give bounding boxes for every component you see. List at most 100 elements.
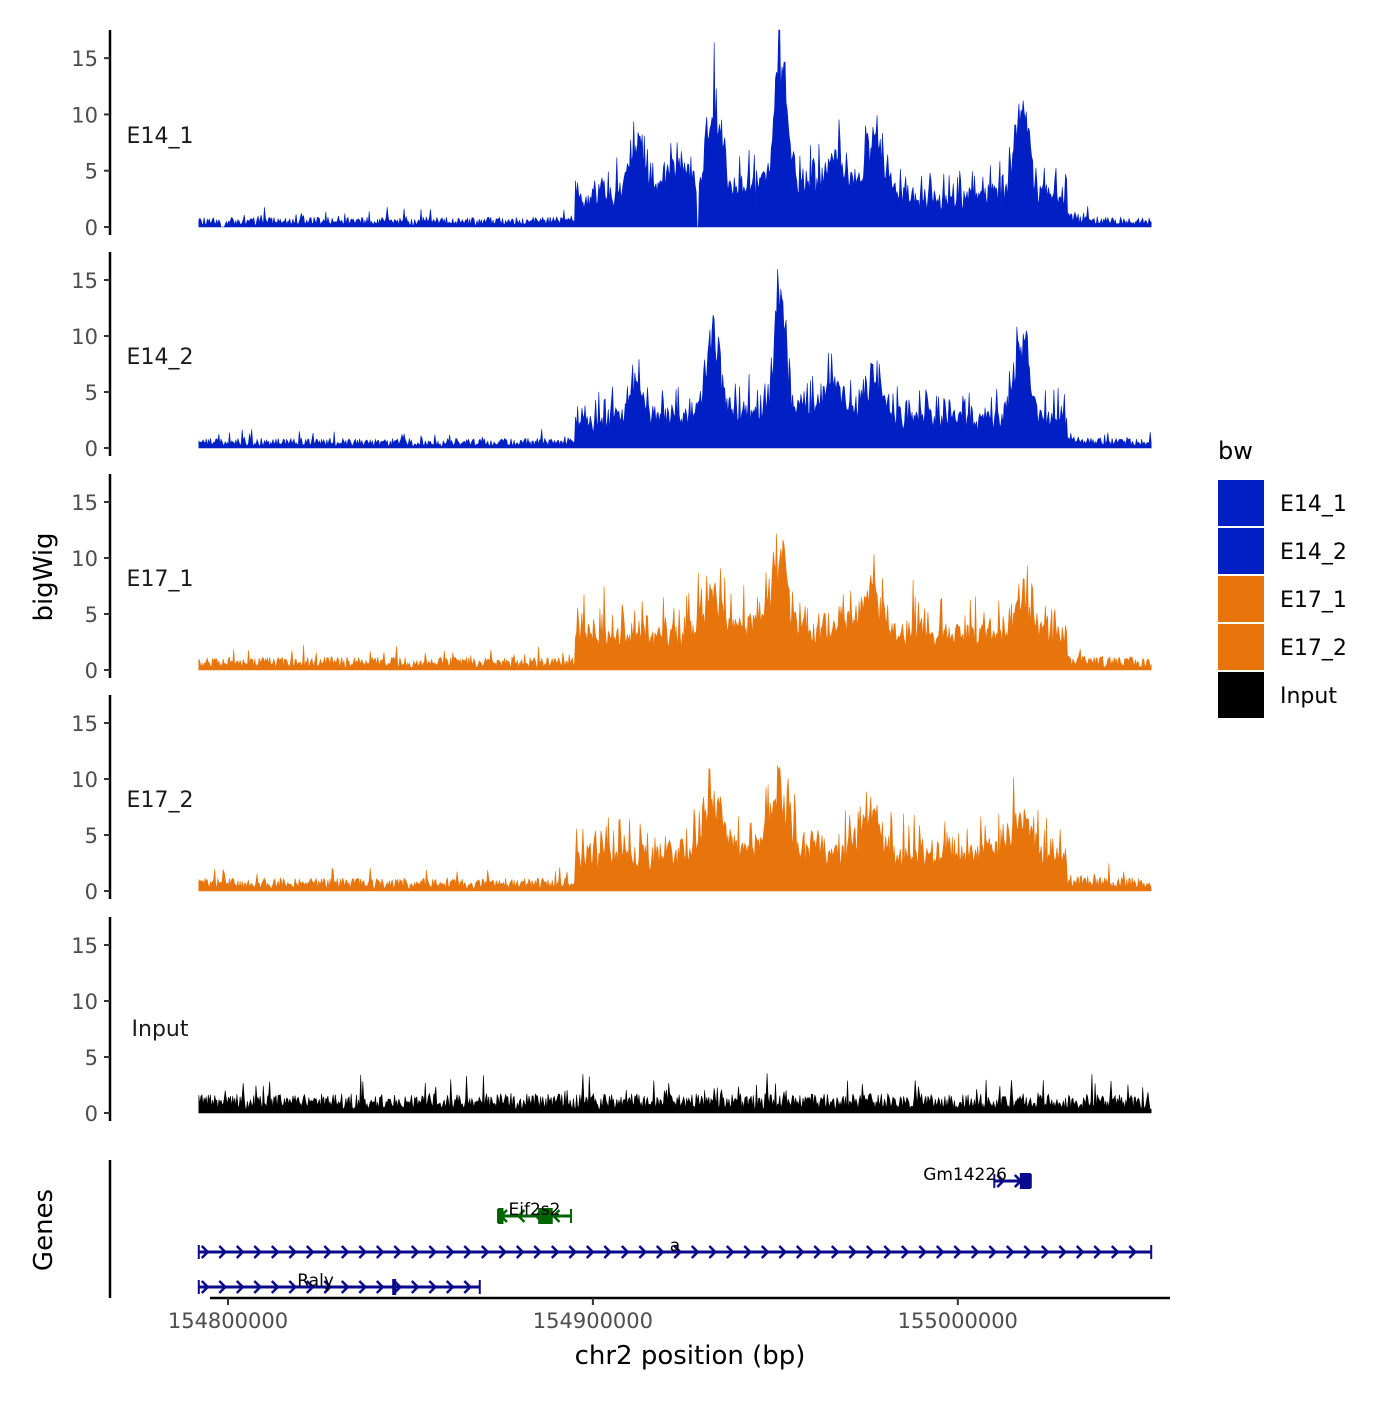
strand-arrow bbox=[218, 1280, 228, 1294]
y-tick-label: 5 bbox=[85, 160, 98, 184]
strand-arrow bbox=[200, 1245, 210, 1259]
strand-arrow bbox=[375, 1245, 385, 1259]
legend: bw E14_1 E14_2 E17_1 E17_2 Input bbox=[1218, 437, 1347, 718]
track-Input: 0 5 10 15 Input bbox=[71, 917, 1152, 1126]
signal-area-Input bbox=[198, 1073, 1152, 1114]
x-tick-label: 154800000 bbox=[168, 1309, 288, 1333]
exon bbox=[538, 1208, 553, 1224]
track-E14_1: 0 5 10 15 E14_1 bbox=[71, 29, 1152, 240]
strand-arrow bbox=[551, 1209, 561, 1223]
strand-arrow bbox=[585, 1245, 595, 1259]
y-tick-label: 10 bbox=[71, 325, 98, 349]
strand-arrow bbox=[270, 1245, 280, 1259]
signal-area-E14_1 bbox=[198, 29, 1152, 228]
strand-arrow bbox=[288, 1280, 298, 1294]
y-tick-label: 10 bbox=[71, 768, 98, 792]
strand-arrow bbox=[865, 1245, 875, 1259]
strand-arrow bbox=[568, 1245, 578, 1259]
strand-arrow bbox=[795, 1245, 805, 1259]
strand-arrow bbox=[1023, 1245, 1033, 1259]
y-tick-label: 0 bbox=[85, 880, 98, 904]
gene-a: a bbox=[197, 1236, 1153, 1259]
strand-arrow bbox=[550, 1245, 560, 1259]
strand-arrow bbox=[410, 1280, 420, 1294]
y-axis-title: bigWig bbox=[29, 532, 59, 621]
strand-arrow bbox=[428, 1245, 438, 1259]
strand-arrow bbox=[393, 1280, 403, 1294]
strand-arrow bbox=[848, 1245, 858, 1259]
tracks-group: 0 5 10 15 E14_1 0 5 10 15 E14_2 0 5 10 15 E17_1 0 5 10 15 E… bbox=[71, 29, 1152, 1126]
strand-arrow bbox=[638, 1245, 648, 1259]
track-label: E17_2 bbox=[127, 788, 194, 813]
legend-label: E14_2 bbox=[1280, 540, 1347, 565]
strand-arrow bbox=[988, 1245, 998, 1259]
strand-arrow bbox=[1040, 1245, 1050, 1259]
gene-label: Gm14226 bbox=[923, 1165, 1007, 1185]
track-label: E14_2 bbox=[127, 345, 194, 370]
signal-area-E17_2 bbox=[198, 765, 1152, 892]
y-tick-label: 15 bbox=[71, 934, 98, 958]
strand-arrow bbox=[288, 1245, 298, 1259]
signal-area-E17_1 bbox=[198, 533, 1152, 671]
gene-Raly: Raly bbox=[197, 1271, 481, 1295]
y-tick-label: 5 bbox=[85, 824, 98, 848]
strand-arrow bbox=[743, 1245, 753, 1259]
exon bbox=[498, 1208, 504, 1224]
strand-arrow bbox=[813, 1245, 823, 1259]
legend-key-Input bbox=[1218, 672, 1264, 718]
strand-arrow bbox=[253, 1245, 263, 1259]
exon bbox=[392, 1279, 397, 1295]
track-label: E14_1 bbox=[127, 124, 194, 149]
strand-arrow bbox=[620, 1245, 630, 1259]
strand-arrow bbox=[340, 1280, 350, 1294]
strand-arrow bbox=[1075, 1245, 1085, 1259]
strand-arrow bbox=[1093, 1245, 1103, 1259]
track-label: Input bbox=[132, 1017, 189, 1042]
strand-arrow bbox=[393, 1245, 403, 1259]
strand-arrow bbox=[480, 1245, 490, 1259]
strand-arrow bbox=[900, 1245, 910, 1259]
strand-arrow bbox=[323, 1245, 333, 1259]
legend-label: E17_2 bbox=[1280, 636, 1347, 661]
y-tick-label: 5 bbox=[85, 381, 98, 405]
strand-arrow bbox=[1005, 1245, 1015, 1259]
strand-arrow bbox=[1110, 1245, 1120, 1259]
strand-arrow bbox=[375, 1280, 385, 1294]
y-tick-label: 0 bbox=[85, 659, 98, 683]
genes-track: Gm14226 Eif2s2 a Raly bbox=[108, 1160, 1153, 1298]
legend-title: bw bbox=[1218, 437, 1253, 465]
x-tick-label: 154900000 bbox=[533, 1309, 653, 1333]
strand-arrow bbox=[725, 1245, 735, 1259]
strand-arrow bbox=[323, 1280, 333, 1294]
y-tick-label: 5 bbox=[85, 1046, 98, 1070]
y-tick-label: 10 bbox=[71, 547, 98, 571]
strand-arrow bbox=[498, 1245, 508, 1259]
strand-arrow bbox=[445, 1280, 455, 1294]
x-axis: 154800000 154900000 155000000 bbox=[168, 1296, 1170, 1333]
genes-axis-title: Genes bbox=[29, 1189, 59, 1271]
strand-arrow bbox=[953, 1245, 963, 1259]
strand-arrow bbox=[1058, 1245, 1068, 1259]
strand-arrow bbox=[515, 1245, 525, 1259]
strand-arrow bbox=[270, 1280, 280, 1294]
legend-key-E17_2 bbox=[1218, 624, 1264, 670]
strand-arrow bbox=[445, 1245, 455, 1259]
strand-arrow bbox=[463, 1245, 473, 1259]
strand-arrow bbox=[200, 1280, 210, 1294]
strand-arrow bbox=[358, 1280, 368, 1294]
strand-arrow bbox=[253, 1280, 263, 1294]
strand-arrow bbox=[996, 1174, 1006, 1188]
gene-Eif2s2: Eif2s2 bbox=[497, 1200, 572, 1224]
strand-arrow bbox=[358, 1245, 368, 1259]
strand-arrow bbox=[340, 1245, 350, 1259]
strand-arrow bbox=[970, 1245, 980, 1259]
exon bbox=[1019, 1173, 1031, 1189]
x-axis-title: chr2 position (bp) bbox=[575, 1341, 806, 1371]
track-E17_2: 0 5 10 15 E17_2 bbox=[71, 695, 1152, 904]
strand-arrow bbox=[235, 1245, 245, 1259]
legend-label: E14_1 bbox=[1280, 492, 1347, 517]
y-tick-label: 0 bbox=[85, 216, 98, 240]
strand-arrow bbox=[673, 1245, 683, 1259]
